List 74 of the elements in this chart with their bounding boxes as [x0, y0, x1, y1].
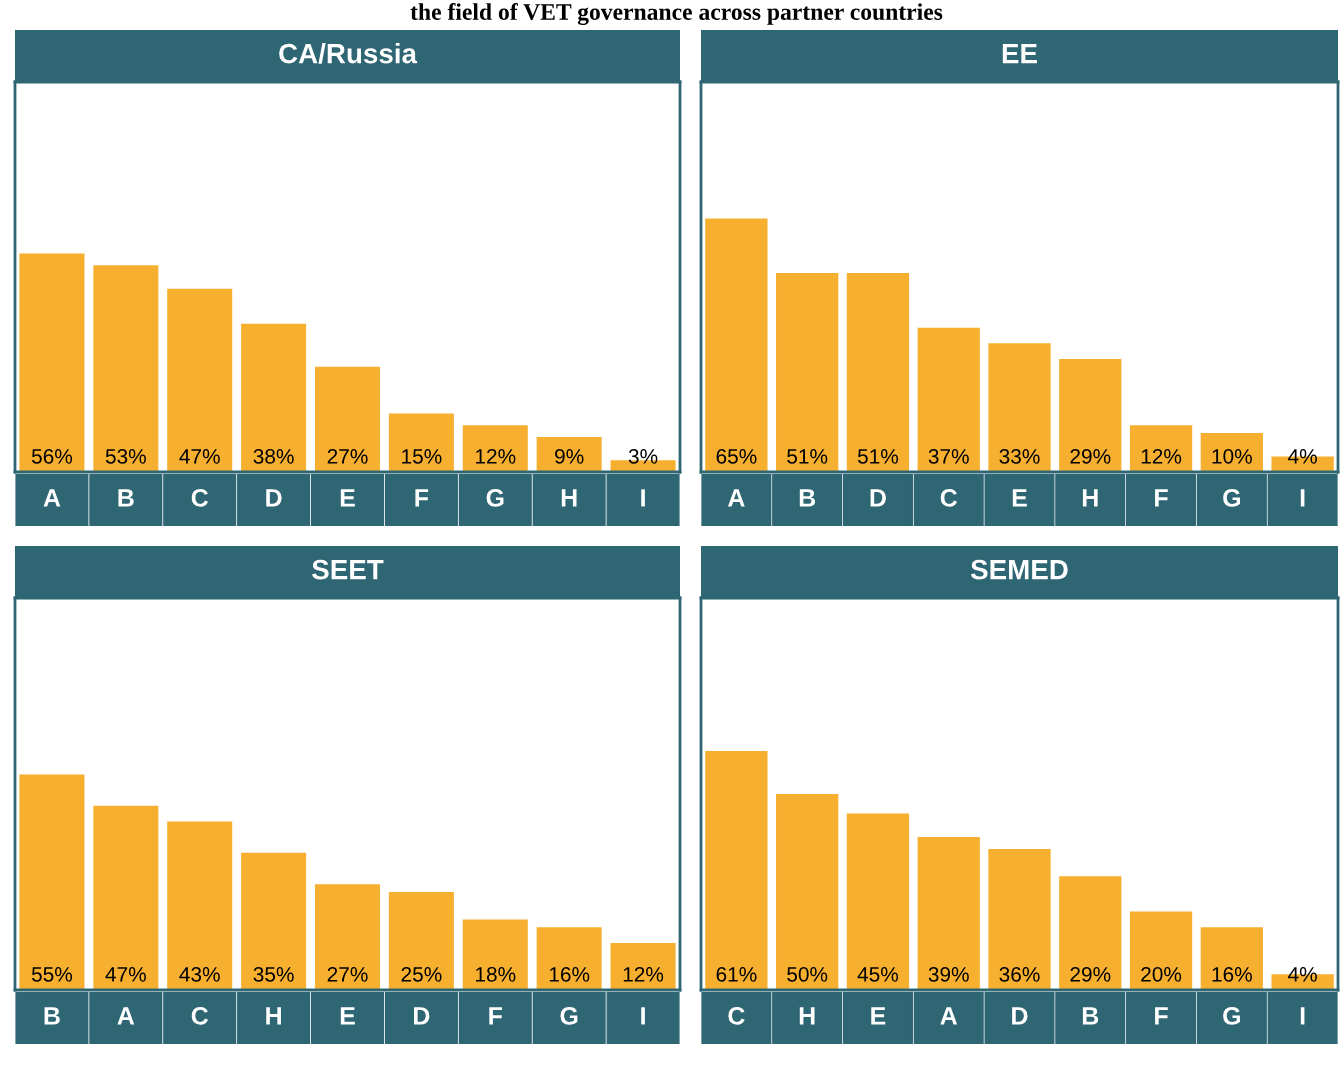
x-tick-label: A — [940, 1007, 958, 1025]
data-label: 50% — [787, 966, 828, 982]
x-tick-label: B — [799, 489, 816, 507]
x-tick-label: F — [415, 489, 429, 507]
x-tick-label: I — [641, 1007, 645, 1025]
x-tick-label: G — [1223, 489, 1241, 507]
x-tick-label: C — [728, 1007, 745, 1025]
x-tick-label: I — [1300, 1007, 1305, 1025]
data-label: 47% — [179, 449, 220, 464]
data-label: 16% — [1212, 966, 1252, 982]
data-label: 12% — [476, 448, 516, 464]
data-label: 45% — [857, 967, 899, 982]
x-tick-label: A — [727, 489, 745, 507]
x-tick-label: A — [43, 489, 61, 507]
x-tick-label: F — [489, 1007, 502, 1025]
data-label: 12% — [1141, 448, 1182, 464]
x-tick-label: D — [1012, 1007, 1028, 1025]
x-tick-label: E — [871, 1007, 886, 1025]
data-label: 27% — [327, 966, 368, 982]
chart-title: CA/Russia — [279, 43, 418, 64]
chart-title: EE — [1002, 44, 1037, 64]
data-label: 20% — [1141, 966, 1182, 982]
x-tick-label: I — [641, 489, 645, 507]
x-tick-label: E — [340, 1007, 355, 1025]
x-tick-label: C — [191, 1007, 209, 1025]
data-label: 53% — [105, 448, 146, 464]
data-label: 15% — [402, 449, 442, 464]
x-tick-label: G — [1223, 1007, 1241, 1025]
x-tick-label: D — [414, 1007, 430, 1025]
data-label: 39% — [928, 966, 969, 982]
data-label: 27% — [327, 448, 368, 464]
data-label: 35% — [253, 966, 294, 982]
data-label: 43% — [179, 966, 220, 982]
x-tick-label: I — [1300, 489, 1305, 507]
x-tick-label: B — [1082, 1007, 1099, 1025]
data-label: 29% — [1070, 966, 1111, 982]
data-label: 47% — [105, 967, 146, 982]
x-tick-label: G — [560, 1007, 578, 1025]
data-label: 61% — [716, 966, 757, 982]
data-label: 36% — [999, 966, 1040, 982]
x-tick-label: H — [799, 1007, 815, 1025]
data-label: 25% — [401, 966, 442, 982]
data-label: 65% — [716, 448, 757, 464]
data-label: 55% — [31, 967, 73, 982]
text: the field of VET governance across partner countries — [410, 3, 943, 25]
x-tick-label: B — [44, 1007, 60, 1025]
data-label: 37% — [928, 448, 969, 464]
data-label: 18% — [476, 966, 516, 982]
x-tick-label: C — [940, 489, 958, 507]
x-tick-label: G — [486, 489, 504, 507]
data-label: 29% — [1070, 448, 1111, 464]
x-tick-label: D — [266, 489, 282, 507]
data-label: 56% — [31, 448, 73, 464]
x-tick-label: C — [191, 489, 209, 507]
chart-title: SEMED — [970, 559, 1068, 580]
data-label: 51% — [787, 449, 828, 464]
x-tick-label: B — [118, 489, 134, 507]
x-tick-label: E — [1012, 489, 1027, 507]
x-tick-label: D — [870, 489, 886, 507]
x-tick-label: F — [1155, 489, 1168, 507]
data-label: 51% — [857, 449, 899, 464]
x-tick-label: H — [266, 1007, 281, 1025]
data-label: 10% — [1212, 448, 1252, 464]
x-tick-label: A — [117, 1007, 135, 1025]
x-tick-label: H — [561, 489, 577, 507]
x-tick-label: E — [340, 489, 355, 507]
x-tick-label: F — [1155, 1007, 1168, 1025]
data-label: 16% — [549, 966, 590, 982]
x-tick-label: H — [1082, 489, 1098, 507]
data-label: 33% — [999, 448, 1040, 464]
data-label: 12% — [623, 966, 664, 982]
data-label: 38% — [253, 448, 294, 464]
data-label: 9% — [555, 448, 584, 464]
chart-title: SEET — [312, 559, 384, 580]
